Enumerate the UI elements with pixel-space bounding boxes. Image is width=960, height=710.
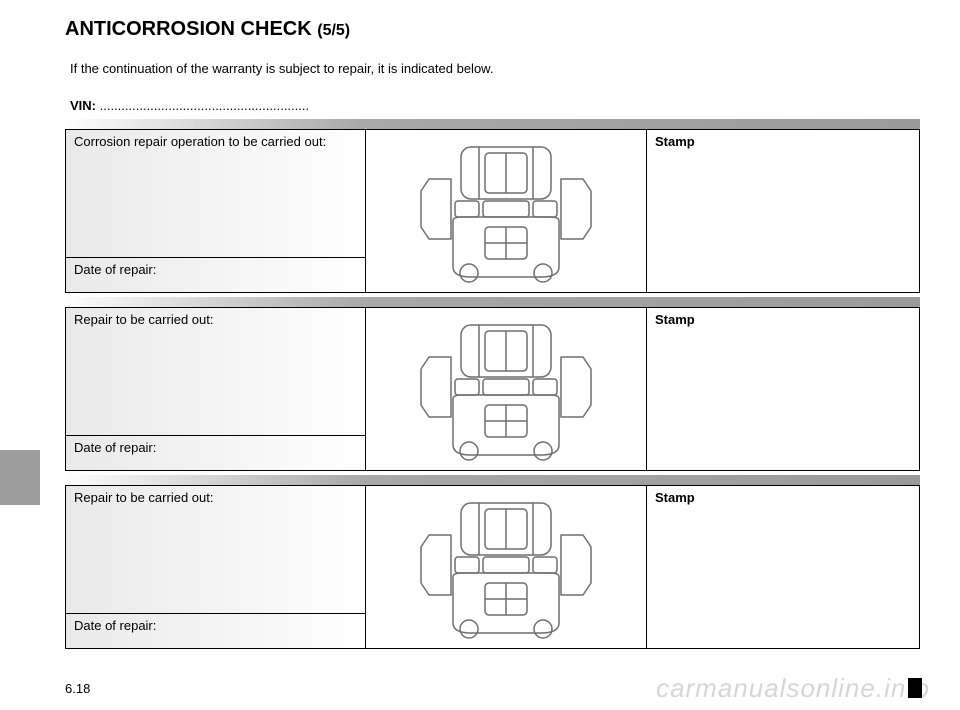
intro-text: If the continuation of the warranty is s… [70,61,920,76]
watermark-text: carmanualsonline.info [656,673,930,704]
title-sub: (5/5) [317,22,350,39]
separator-bar [65,475,920,486]
check-block: Corrosion repair operation to be carried… [65,119,920,293]
date-label: Date of repair: [66,436,366,470]
vehicle-diagram-icon [391,317,621,462]
vehicle-diagram-icon [391,495,621,640]
vehicle-diagram-icon [391,139,621,284]
section-tab [0,450,40,505]
bookmark-icon [908,678,922,698]
stamp-label: Stamp [647,486,919,648]
separator-bar [65,119,920,130]
vehicle-diagram-cell [366,308,647,470]
repair-label: Repair to be carried out: [66,486,366,614]
check-block: Repair to be carried out: Date of repair… [65,297,920,471]
date-label: Date of repair: [66,614,366,648]
check-block: Repair to be carried out: Date of repair… [65,475,920,649]
vin-label: VIN: [70,98,96,113]
separator-bar [65,297,920,308]
vehicle-diagram-cell [366,486,647,648]
title-main: ANTICORROSION CHECK [65,18,312,40]
table-row: Repair to be carried out: Date of repair… [65,486,920,649]
vehicle-diagram-cell [366,130,647,292]
repair-label: Corrosion repair operation to be carried… [66,130,366,258]
table-row: Corrosion repair operation to be carried… [65,130,920,293]
repair-label: Repair to be carried out: [66,308,366,436]
vin-dots: ........................................… [96,98,309,113]
date-label: Date of repair: [66,258,366,292]
page-number: 6.18 [65,681,90,696]
vin-line: VIN: ...................................… [70,98,920,113]
page-title: ANTICORROSION CHECK (5/5) [65,18,920,41]
stamp-label: Stamp [647,130,919,292]
table-row: Repair to be carried out: Date of repair… [65,308,920,471]
stamp-label: Stamp [647,308,919,470]
